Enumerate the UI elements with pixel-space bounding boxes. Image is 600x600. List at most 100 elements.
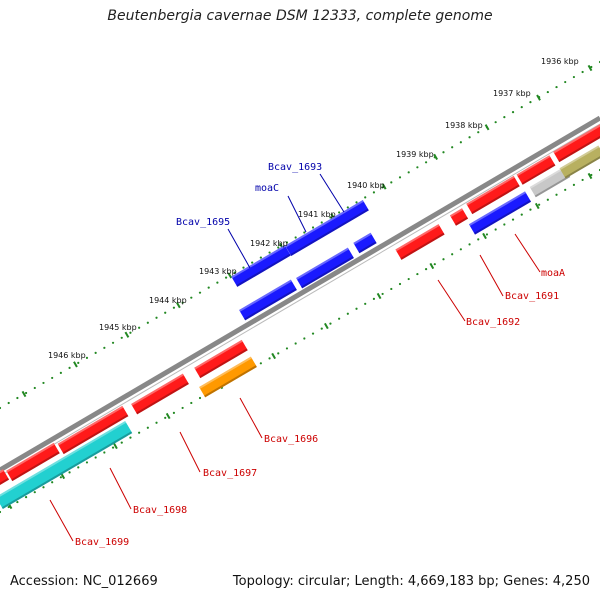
lower-scale-dot: [338, 317, 341, 320]
lower-scale-dot: [190, 401, 193, 405]
gene-bcav-1695-body: [231, 245, 291, 287]
lower-scale-dot: [459, 248, 462, 251]
upper-scale-dot: [520, 106, 523, 109]
lower-scale-dot: [294, 342, 297, 345]
label-bcav-1695[interactable]: Bcav_1695: [176, 217, 230, 228]
lower-scale-dot: [24, 496, 28, 499]
gene-grey: [529, 166, 571, 198]
upper-scale-dot: [268, 251, 271, 254]
lower-scale-dot: [424, 268, 428, 271]
lower-scale-dot: [538, 203, 541, 206]
gene-labels: Bcav_1693 moaC Bcav_1695 moaA Bcav_1691 …: [75, 162, 565, 548]
gene-moac-shade: [301, 256, 354, 289]
scale-label-1946: 1946 kbp: [48, 351, 86, 360]
lower-scale-dot: [146, 426, 149, 429]
upper-scale-dot: [207, 286, 210, 289]
upper-scale-tick: [381, 183, 387, 190]
label-bcav-1692[interactable]: Bcav_1692: [466, 317, 520, 328]
gene-bcav-1696-highlight: [199, 356, 252, 389]
gene-bcav-1692-body: [395, 224, 445, 260]
gene-features: [0, 123, 600, 509]
upper-scale-dot: [459, 141, 462, 144]
gene-bcav-1697: [131, 373, 189, 415]
gene-blue-lower: [239, 279, 297, 321]
upper-scale-dot: [42, 381, 45, 385]
gene-cyan-shade: [1, 431, 133, 509]
lower-scale-dot: [364, 302, 367, 305]
upper-scale-dot: [190, 296, 193, 299]
lower-scale-dot: [120, 441, 123, 444]
gene-bcav-1699-red: [6, 442, 60, 482]
label-bcav-1697[interactable]: Bcav_1697: [203, 468, 257, 479]
leader-bcav-1698: [109, 467, 132, 510]
gene-olive-body: [559, 145, 600, 179]
label-bcav-1698[interactable]: Bcav_1698: [133, 505, 187, 516]
lower-scale-dot: [355, 307, 358, 310]
scale-label-1944: 1944 kbp: [149, 296, 187, 305]
upper-scale-dot: [242, 266, 245, 269]
gene-olive-highlight: [559, 145, 600, 170]
lower-scale-dot: [485, 233, 489, 236]
lower-scale-dot: [42, 486, 45, 489]
gene-bcav-1699-red-body: [6, 442, 60, 482]
upper-scale-dot: [355, 201, 358, 204]
upper-scale-dot: [181, 301, 184, 304]
leader-bcav-1695: [227, 228, 251, 269]
upper-scale-tick: [587, 64, 593, 72]
upper-scale-dot: [546, 90, 549, 94]
upper-scale-dot: [381, 186, 384, 189]
lower-scale-dot: [85, 461, 89, 464]
label-moac[interactable]: moaC: [255, 183, 279, 194]
upper-scale-dot: [155, 316, 158, 319]
lower-scale-dot: [285, 347, 289, 350]
lower-scale-dot: [259, 362, 262, 365]
upper-scale-dot: [94, 351, 97, 354]
upper-scale-dot: [346, 206, 349, 209]
upper-scale-dot: [511, 111, 515, 114]
gene-bcav-1697-shade: [136, 382, 189, 415]
genome-summary-text: Topology: circular; Length: 4,669,183 bp…: [232, 574, 590, 589]
lower-scale-dot: [494, 228, 497, 231]
upper-scale-dot: [398, 176, 402, 179]
gene-top-right-4-shade: [454, 216, 469, 226]
label-bcav-1693[interactable]: Bcav_1693: [268, 162, 322, 173]
upper-scale-tick: [227, 272, 233, 279]
lower-scale-dot: [416, 272, 419, 276]
gene-bcav-1697-highlight: [131, 373, 184, 406]
label-bcav-1699[interactable]: Bcav_1699: [75, 537, 129, 548]
gene-bcav-1696-shade: [204, 365, 257, 398]
lower-scale-dot: [111, 446, 115, 449]
gene-blue-small-highlight: [353, 232, 372, 245]
lower-scale-tick: [534, 202, 540, 210]
upper-scale-dot: [251, 261, 254, 264]
scale-label-1945: 1945 kbp: [99, 323, 137, 332]
label-moaa[interactable]: moaA: [541, 268, 565, 279]
lower-scale-tick: [482, 232, 487, 240]
gene-bcav-1698-body: [57, 405, 129, 455]
gene-top-right-1-body: [553, 123, 600, 163]
gene-blue-small-body: [353, 232, 377, 254]
lower-scale-dot: [198, 396, 202, 400]
lower-scale-dot: [407, 277, 410, 281]
label-bcav-1691[interactable]: Bcav_1691: [505, 291, 559, 302]
gene-olive: [559, 145, 600, 179]
gene-forward-mid-highlight: [194, 339, 243, 370]
upper-scale-dot: [311, 226, 315, 229]
upper-scale-dot: [451, 146, 454, 149]
gene-top-right-1: [553, 123, 600, 163]
backbone-shadow: [0, 123, 600, 477]
label-bcav-1696[interactable]: Bcav_1696: [264, 434, 318, 445]
lower-scale-dot: [564, 188, 567, 191]
upper-scale-dot: [529, 101, 532, 104]
upper-scale-dot: [564, 80, 567, 84]
lower-scale-dot: [546, 198, 549, 201]
lower-scale-dot: [529, 208, 532, 211]
gene-forward-mid: [194, 339, 248, 379]
lower-scale-dot: [155, 421, 158, 424]
lower-scale-dot: [451, 253, 454, 256]
lower-scale-dot: [390, 287, 393, 291]
gene-grey-shade: [534, 175, 571, 198]
gene-bcav-1696-body: [199, 356, 257, 398]
upper-scale-dot: [259, 256, 262, 259]
lower-scale-dot: [311, 332, 315, 335]
